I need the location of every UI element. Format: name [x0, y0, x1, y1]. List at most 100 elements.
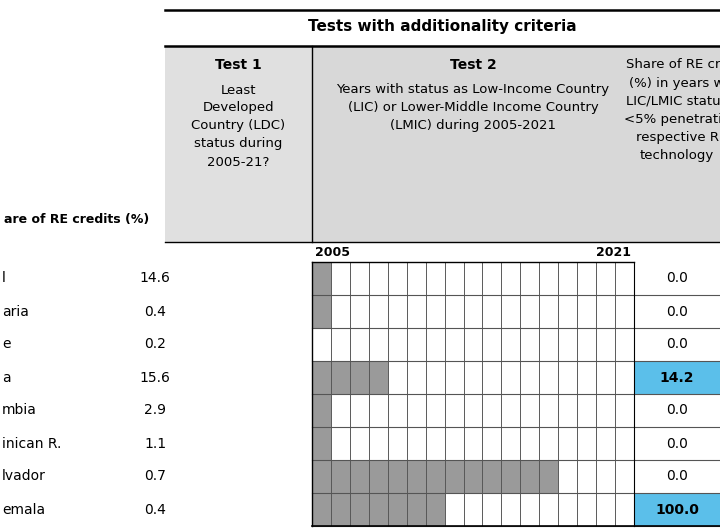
- Bar: [331, 361, 350, 394]
- Bar: [444, 427, 464, 460]
- Bar: [444, 394, 464, 427]
- Text: 2021: 2021: [596, 245, 631, 259]
- Bar: [539, 460, 558, 493]
- Bar: [369, 295, 388, 328]
- Bar: [369, 460, 388, 493]
- Text: Developed: Developed: [203, 102, 274, 114]
- Text: <5% penetratio: <5% penetratio: [624, 112, 720, 126]
- Text: LIC/LMIC status: LIC/LMIC status: [626, 94, 720, 108]
- Bar: [596, 427, 615, 460]
- Bar: [577, 295, 596, 328]
- Bar: [634, 262, 720, 295]
- Text: 14.2: 14.2: [660, 370, 694, 384]
- Bar: [350, 394, 369, 427]
- Bar: [464, 361, 482, 394]
- Bar: [388, 394, 407, 427]
- Bar: [312, 328, 331, 361]
- Bar: [521, 262, 539, 295]
- Bar: [426, 361, 444, 394]
- Text: status during: status during: [194, 137, 283, 151]
- Text: 15.6: 15.6: [140, 370, 171, 384]
- Text: 14.6: 14.6: [140, 271, 171, 286]
- Bar: [577, 460, 596, 493]
- Bar: [558, 394, 577, 427]
- Bar: [350, 460, 369, 493]
- Bar: [521, 427, 539, 460]
- Bar: [521, 460, 539, 493]
- Bar: [426, 427, 444, 460]
- Bar: [501, 394, 521, 427]
- Bar: [312, 460, 331, 493]
- Bar: [482, 262, 501, 295]
- Bar: [577, 493, 596, 526]
- Text: 0.4: 0.4: [144, 305, 166, 319]
- Bar: [464, 427, 482, 460]
- Text: 0.4: 0.4: [144, 502, 166, 517]
- Bar: [388, 262, 407, 295]
- Bar: [501, 262, 521, 295]
- Text: 0.0: 0.0: [666, 403, 688, 418]
- Bar: [331, 262, 350, 295]
- Bar: [596, 361, 615, 394]
- Text: a: a: [2, 370, 11, 384]
- Bar: [444, 493, 464, 526]
- Bar: [388, 493, 407, 526]
- Bar: [426, 328, 444, 361]
- Bar: [407, 262, 426, 295]
- Text: respective R: respective R: [636, 130, 719, 144]
- Bar: [501, 295, 521, 328]
- Bar: [615, 460, 634, 493]
- Bar: [558, 328, 577, 361]
- Bar: [596, 328, 615, 361]
- Text: technology: technology: [640, 148, 714, 162]
- Bar: [369, 493, 388, 526]
- Bar: [596, 394, 615, 427]
- Text: (%) in years w: (%) in years w: [629, 76, 720, 90]
- Bar: [426, 295, 444, 328]
- Text: 0.0: 0.0: [666, 470, 688, 483]
- Bar: [521, 394, 539, 427]
- Bar: [407, 493, 426, 526]
- Bar: [558, 361, 577, 394]
- Bar: [444, 262, 464, 295]
- Text: 2005-21?: 2005-21?: [207, 155, 270, 169]
- Text: 1.1: 1.1: [144, 437, 166, 450]
- Bar: [482, 361, 501, 394]
- Bar: [558, 460, 577, 493]
- Bar: [464, 460, 482, 493]
- Bar: [521, 295, 539, 328]
- Bar: [634, 361, 720, 394]
- Bar: [539, 394, 558, 427]
- Bar: [482, 394, 501, 427]
- Bar: [312, 394, 331, 427]
- Bar: [426, 262, 444, 295]
- Text: l: l: [2, 271, 6, 286]
- Text: Test 1: Test 1: [215, 58, 262, 72]
- Bar: [350, 361, 369, 394]
- Bar: [615, 295, 634, 328]
- Bar: [369, 262, 388, 295]
- Text: aria: aria: [2, 305, 29, 319]
- Bar: [407, 328, 426, 361]
- Bar: [388, 427, 407, 460]
- Bar: [312, 361, 331, 394]
- Bar: [577, 394, 596, 427]
- Text: 0.0: 0.0: [666, 271, 688, 286]
- Text: 2.9: 2.9: [144, 403, 166, 418]
- Bar: [615, 493, 634, 526]
- Bar: [407, 460, 426, 493]
- Bar: [444, 295, 464, 328]
- Text: 0.7: 0.7: [144, 470, 166, 483]
- Bar: [577, 427, 596, 460]
- Text: Tests with additionality criteria: Tests with additionality criteria: [308, 20, 577, 34]
- Text: mbia: mbia: [2, 403, 37, 418]
- Bar: [634, 460, 720, 493]
- Text: 0.0: 0.0: [666, 338, 688, 351]
- Text: (LIC) or Lower-Middle Income Country: (LIC) or Lower-Middle Income Country: [348, 102, 598, 114]
- Bar: [501, 427, 521, 460]
- Bar: [482, 328, 501, 361]
- Text: Years with status as Low-Income Country: Years with status as Low-Income Country: [336, 84, 610, 96]
- Text: inican R.: inican R.: [2, 437, 61, 450]
- Bar: [388, 295, 407, 328]
- Text: (LMIC) during 2005-2021: (LMIC) during 2005-2021: [390, 119, 556, 132]
